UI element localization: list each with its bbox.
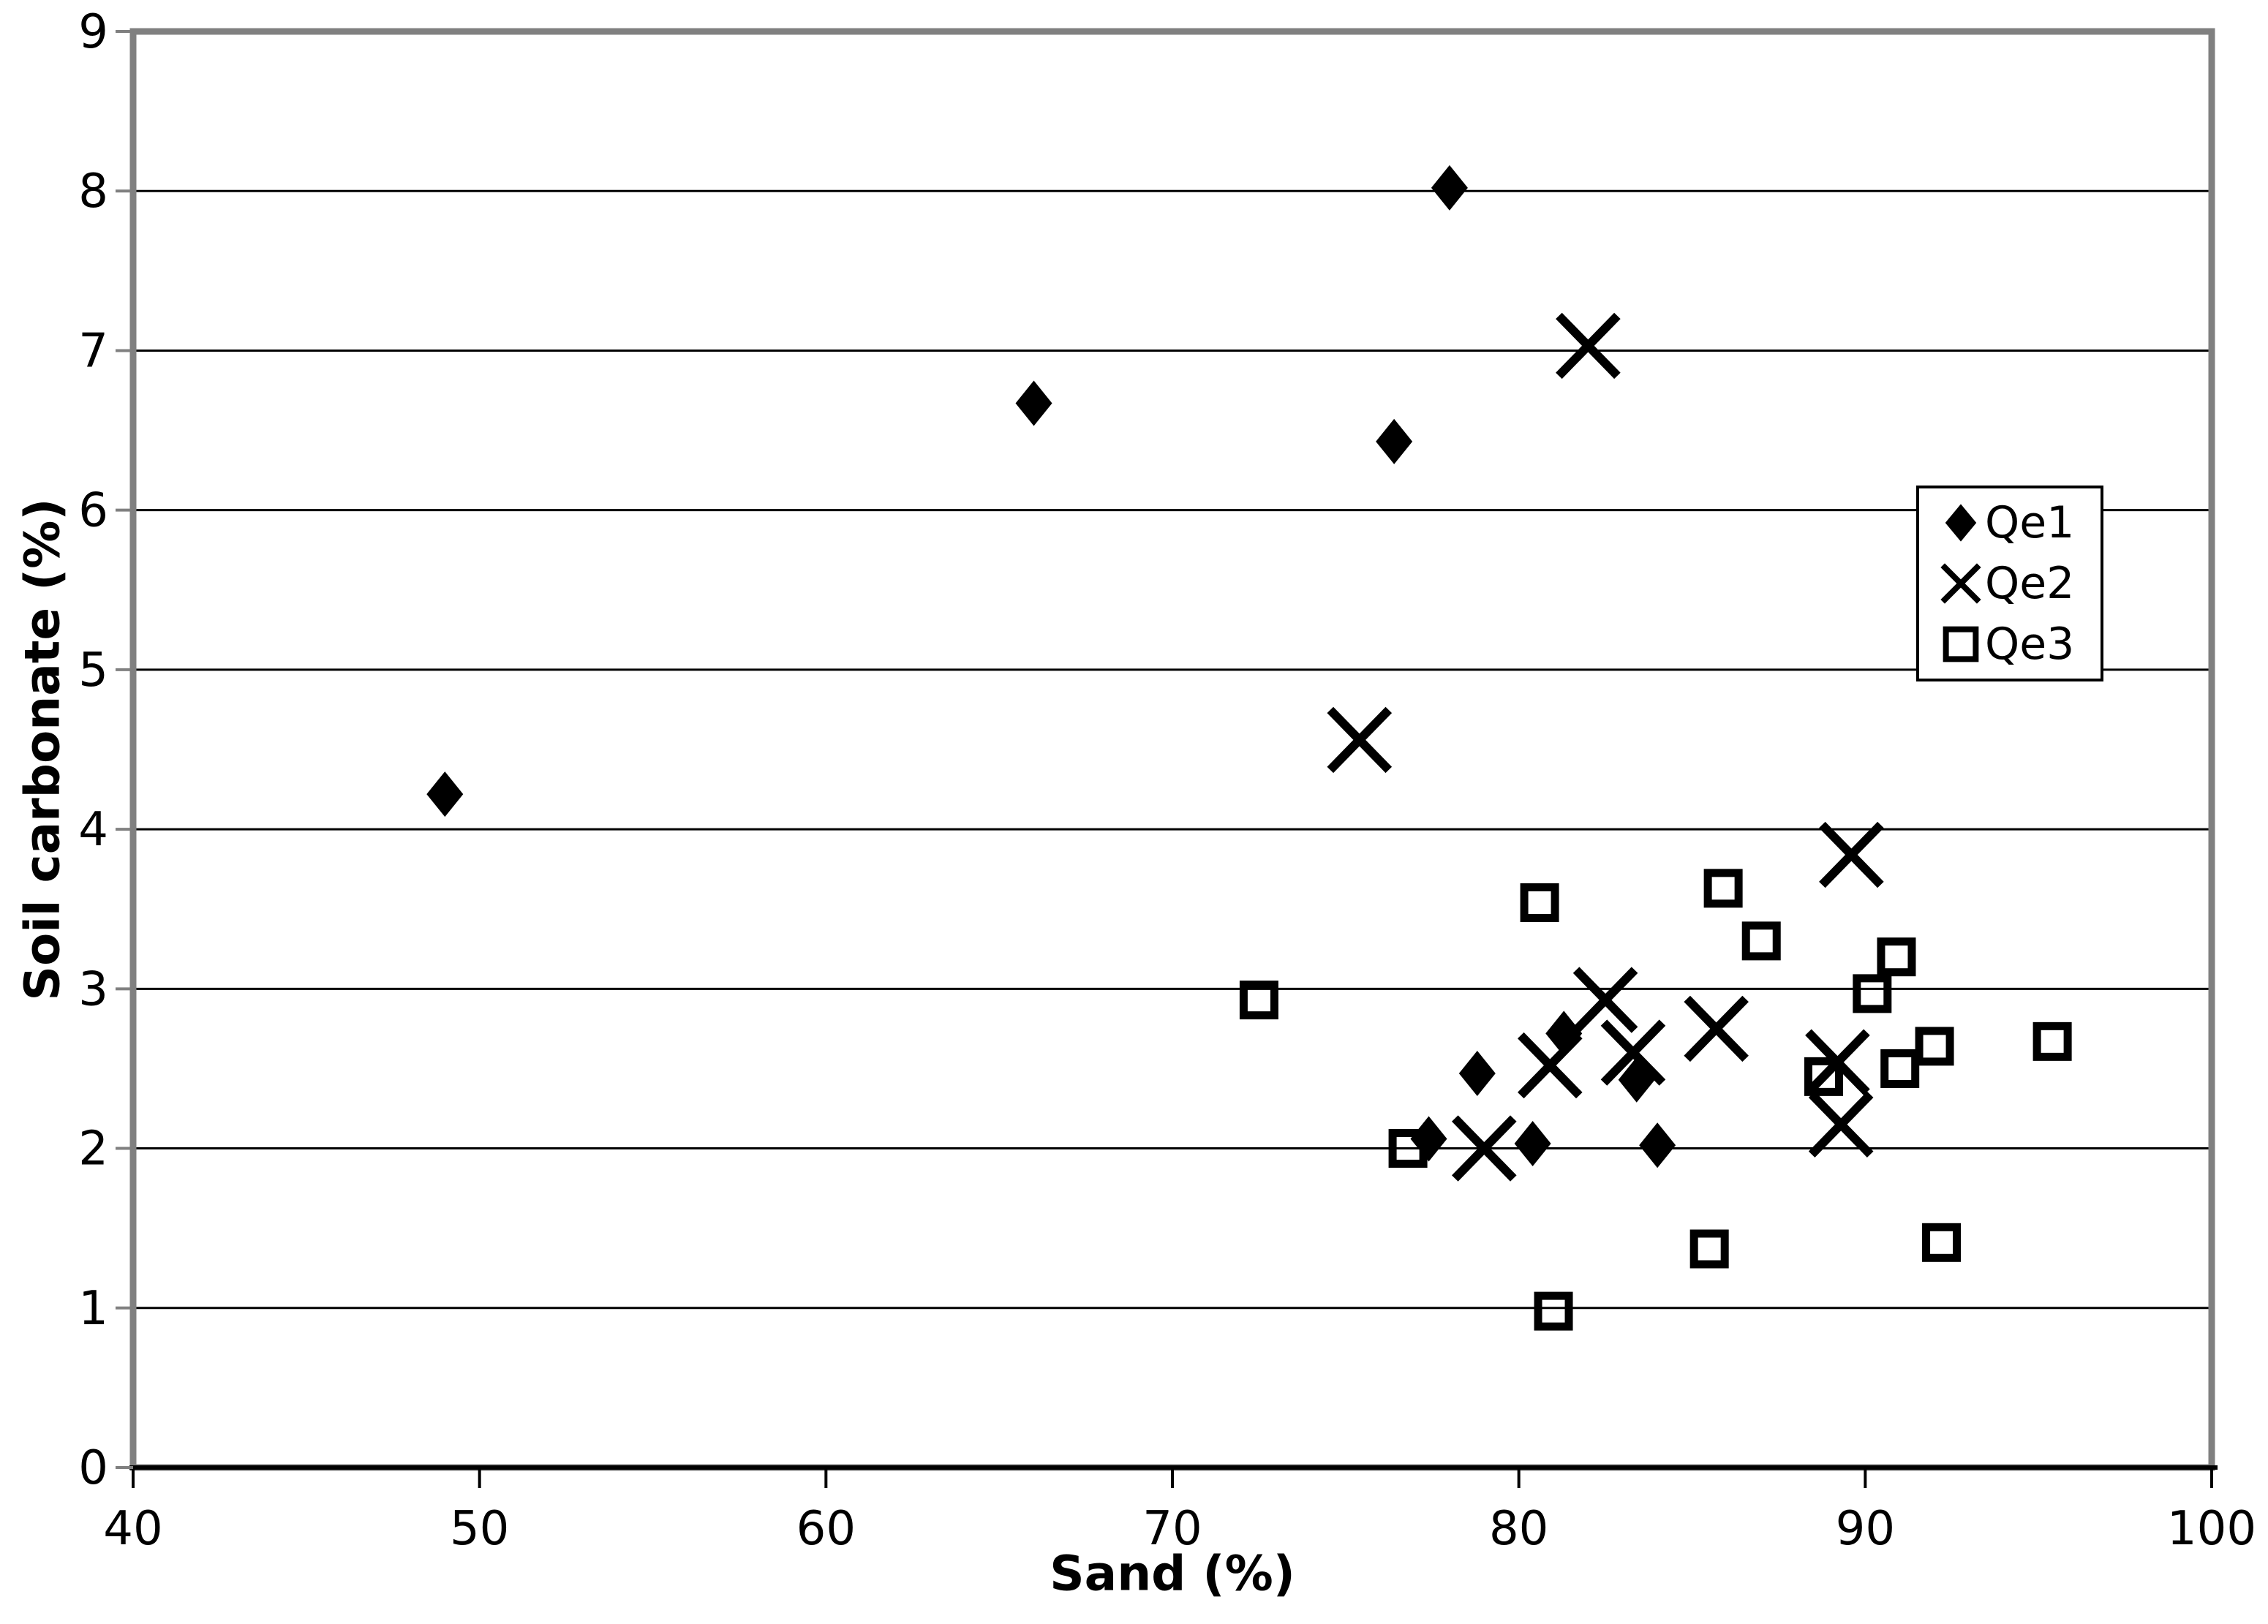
- x-tick-label-70: 70: [1142, 1502, 1202, 1556]
- point-qe1: [1015, 380, 1052, 426]
- point-qe3: [1915, 1027, 1954, 1066]
- point-qe2: [1327, 706, 1393, 774]
- point-qe2: [1684, 995, 1749, 1062]
- point-qe3: [1689, 1229, 1729, 1269]
- x-tick-label-60: 60: [796, 1502, 856, 1556]
- legend-label-qe1: Qe1: [1985, 497, 2075, 549]
- point-qe1: [1458, 1050, 1496, 1096]
- point-qe2: [1452, 1115, 1517, 1182]
- point-qe2: [1808, 1091, 1874, 1158]
- point-qe3: [1853, 974, 1892, 1013]
- y-tick-label-5: 5: [78, 643, 108, 698]
- y-tick-label-1: 1: [78, 1282, 108, 1336]
- point-qe3: [1922, 1223, 1962, 1262]
- point-qe2: [1819, 821, 1884, 888]
- point-qe3: [1703, 869, 1743, 908]
- point-qe1: [426, 771, 464, 817]
- point-qe3: [1388, 1129, 1428, 1168]
- y-tick-label-6: 6: [78, 484, 108, 538]
- point-qe1: [1514, 1121, 1551, 1167]
- plot-border: [129, 28, 2215, 1471]
- x-tick-label-90: 90: [1836, 1502, 1895, 1556]
- y-tick-label-3: 3: [78, 962, 108, 1016]
- legend-label-qe3: Qe3: [1985, 618, 2075, 670]
- point-qe3: [1877, 937, 1916, 977]
- x-tick-label-80: 80: [1489, 1502, 1548, 1556]
- x-marker-icon: [1940, 563, 1981, 604]
- point-qe3: [1741, 921, 1781, 961]
- legend: Qe1 Qe2 Qe3: [1916, 486, 2103, 681]
- y-tick-label-9: 9: [78, 5, 108, 59]
- point-qe1: [1410, 1116, 1447, 1162]
- filled-diamond-icon: [1945, 504, 1977, 543]
- point-qe3: [1239, 981, 1278, 1020]
- x-tick-label-50: 50: [450, 1502, 509, 1556]
- x-axis-title: Sand (%): [1050, 1545, 1295, 1602]
- x-tick-label-40: 40: [103, 1502, 162, 1556]
- point-qe3: [1534, 1291, 1573, 1331]
- y-tick-label-0: 0: [78, 1441, 108, 1495]
- point-qe3: [1520, 883, 1559, 922]
- point-qe3: [1880, 1049, 1920, 1088]
- open-square-icon: [1943, 626, 1979, 662]
- point-qe2: [1572, 967, 1638, 1033]
- point-qe2: [1600, 1019, 1666, 1086]
- point-qe3: [2032, 1021, 2072, 1061]
- x-tick-label-100: 100: [2167, 1502, 2256, 1556]
- y-tick-label-4: 4: [78, 803, 108, 857]
- y-tick-label-7: 7: [78, 324, 108, 378]
- y-tick-label-8: 8: [78, 165, 108, 219]
- legend-label-qe2: Qe2: [1985, 557, 2075, 609]
- legend-item-qe3: Qe3: [1938, 622, 2101, 667]
- legend-item-qe2: Qe2: [1938, 561, 2101, 606]
- point-qe1: [1431, 165, 1468, 211]
- point-qe2: [1556, 312, 1621, 379]
- point-qe1: [1376, 418, 1413, 464]
- point-qe1: [1639, 1122, 1676, 1168]
- point-qe2: [1518, 1032, 1583, 1099]
- y-axis-title: Soil carbonate (%): [14, 498, 71, 1001]
- legend-item-qe1: Qe1: [1938, 500, 2101, 545]
- point-qe3: [1804, 1057, 1843, 1096]
- y-tick-label-2: 2: [78, 1122, 108, 1177]
